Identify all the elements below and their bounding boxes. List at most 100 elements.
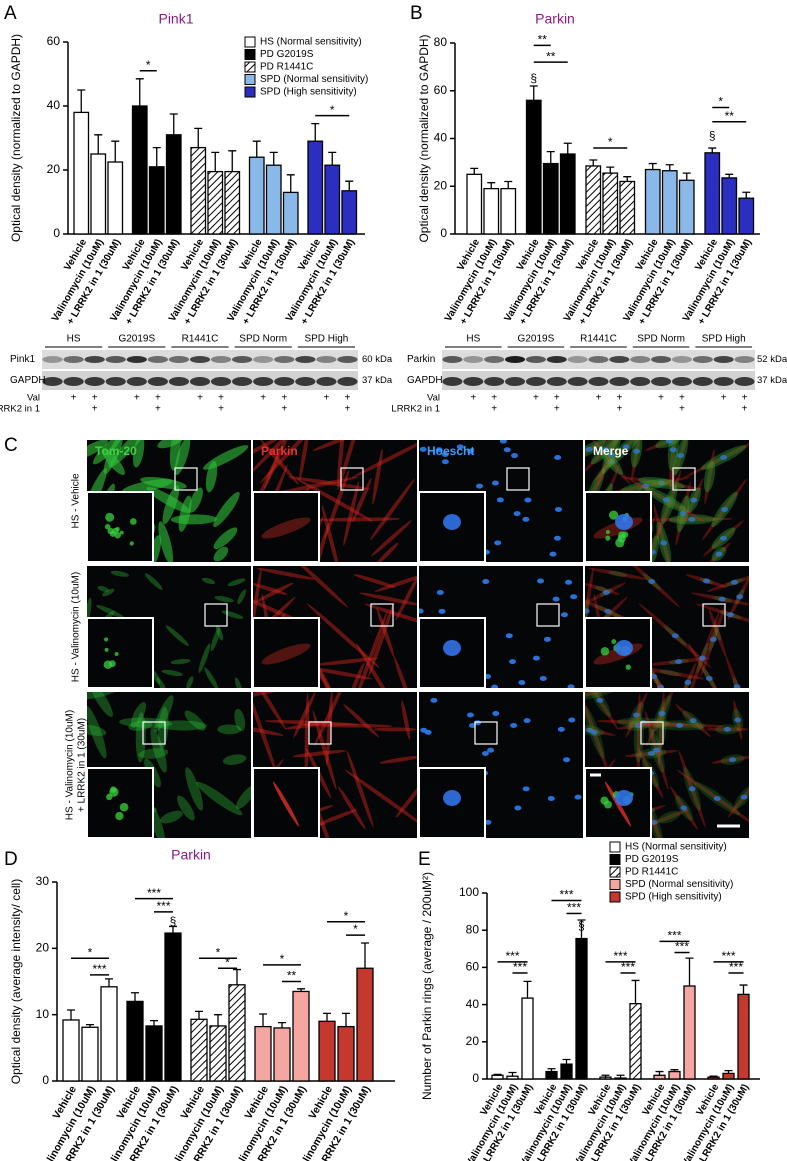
treatment-mark: + — [218, 393, 224, 404]
inset-tom20 — [109, 530, 116, 537]
treatment-mark: + — [260, 393, 266, 404]
nucleus — [547, 796, 555, 802]
nucleus — [734, 717, 742, 723]
nucleus — [677, 453, 685, 459]
tom20-signal — [201, 577, 216, 585]
nucleus — [509, 659, 517, 665]
nucleus — [648, 579, 656, 585]
inset — [87, 491, 154, 562]
error-bar — [233, 968, 241, 985]
error-bar — [739, 984, 748, 995]
row-label: + LRRK2 in 1 (30uM) — [77, 718, 88, 812]
blot-band — [671, 377, 692, 386]
error-bar — [131, 992, 139, 1002]
blot-band — [210, 377, 232, 386]
error-bar — [546, 150, 555, 164]
tom20-signal — [87, 440, 108, 460]
y-tick-label: 40 — [47, 98, 61, 112]
nucleus — [505, 633, 513, 639]
blot-band — [546, 356, 567, 363]
error-bar — [670, 1069, 679, 1072]
parkin-signal — [326, 692, 333, 766]
treatment-mark: + — [92, 404, 98, 415]
nucleus — [543, 636, 551, 642]
significance-label: *** — [675, 940, 689, 954]
error-bar — [742, 191, 751, 199]
parkin-signal — [352, 478, 372, 523]
parkin-signal — [253, 692, 306, 704]
parkin-signal — [359, 592, 417, 606]
blot-band — [189, 377, 211, 386]
parkin-signal — [315, 657, 378, 666]
significance-label: * — [146, 58, 151, 72]
tom20-signal — [108, 440, 149, 468]
significance-label: *** — [621, 960, 635, 974]
nucleus — [689, 718, 697, 724]
inset-tom20 — [615, 538, 625, 548]
nucleus — [658, 711, 666, 717]
bar — [228, 984, 246, 1082]
treatment-mark: + — [742, 393, 748, 404]
nucleus — [662, 497, 670, 503]
bar — [265, 164, 282, 235]
inset-nucleus — [615, 514, 633, 530]
nucleus — [733, 684, 741, 688]
inset-tom20 — [115, 811, 124, 821]
nucleus — [684, 680, 692, 686]
error-bar — [631, 979, 640, 1004]
bar — [721, 177, 738, 235]
treatment-mark: + — [71, 393, 77, 404]
nucleus — [567, 684, 575, 688]
zoom-box — [308, 721, 332, 745]
error-bar — [111, 140, 120, 162]
nucleus — [557, 726, 565, 732]
nucleus — [424, 729, 432, 735]
parkin-signal — [395, 573, 417, 621]
significance-label: * — [280, 952, 285, 966]
y-tick-label: 60 — [466, 960, 480, 974]
inset-parkin — [272, 781, 300, 827]
inset-tom20 — [600, 647, 610, 656]
inset-parkin — [261, 643, 311, 665]
bar — [559, 153, 576, 235]
bar — [107, 161, 124, 235]
nucleus — [679, 511, 687, 517]
nucleus — [715, 551, 723, 557]
bar — [282, 191, 299, 235]
legend-label: PD G2019S — [260, 49, 314, 60]
treatment-mark: + — [92, 393, 98, 404]
panel-label: A — [4, 3, 17, 24]
error-bar — [259, 1013, 267, 1027]
blot-band — [546, 377, 567, 386]
blot-band — [274, 356, 295, 363]
parkin-signal — [379, 755, 417, 764]
legend-swatch — [244, 49, 256, 60]
bar — [190, 146, 207, 235]
bar — [722, 1072, 735, 1080]
parkin-signal — [288, 476, 371, 490]
micro-panel — [585, 566, 749, 688]
blot-kda-label: 60 kDa — [362, 354, 393, 365]
y-axis-label: Optical density (normalized to GAPDH) — [9, 34, 23, 242]
error-bar — [194, 127, 203, 148]
blot-band — [505, 356, 526, 363]
blot-band — [337, 377, 358, 386]
parkin-signal — [371, 520, 412, 557]
bar — [521, 997, 534, 1080]
blot-band — [525, 356, 546, 363]
treatment-mark: + — [470, 393, 476, 404]
micro-panel — [87, 440, 251, 562]
micro-panel — [253, 692, 417, 838]
tom20-signal — [658, 810, 681, 824]
blot-band — [463, 356, 484, 363]
bar — [62, 1019, 80, 1082]
tom20-signal — [196, 781, 243, 816]
y-tick-label: 20 — [434, 178, 448, 192]
error-bar — [562, 1058, 571, 1065]
parkin-signal — [356, 643, 399, 688]
nucleus — [518, 680, 526, 686]
blot-band — [505, 377, 526, 386]
blot-band — [63, 377, 84, 386]
parkin-signal — [708, 608, 727, 658]
